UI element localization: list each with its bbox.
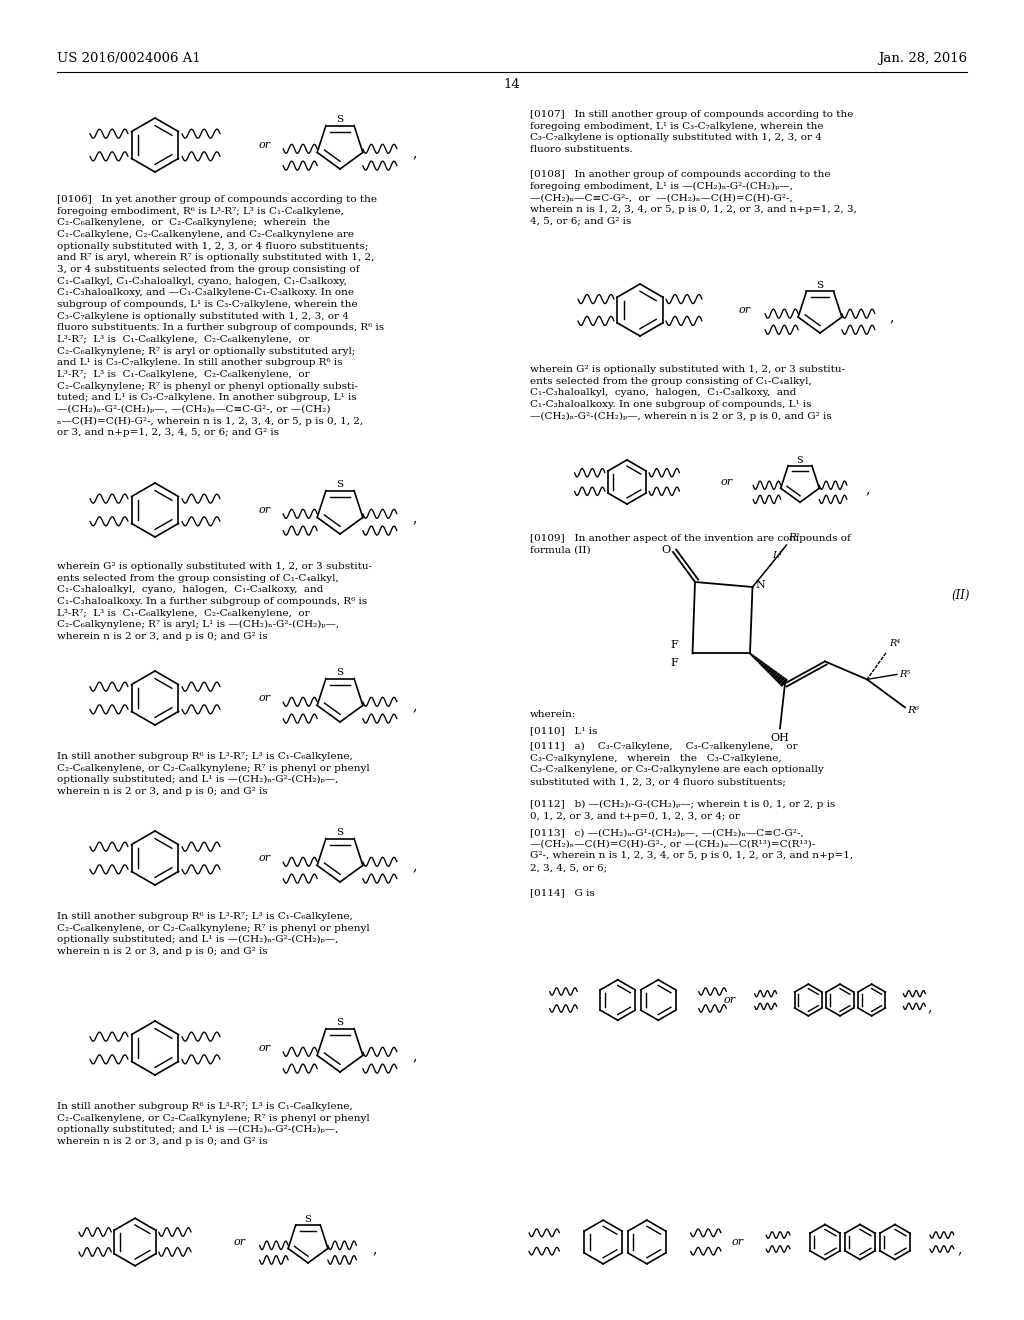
Text: wherein G² is optionally substituted with 1, 2, or 3 substitu-
ents selected fro: wherein G² is optionally substituted wit…: [530, 366, 845, 421]
Text: F: F: [671, 640, 679, 651]
Text: [0110]   L¹ is: [0110] L¹ is: [530, 726, 597, 735]
Text: US 2016/0024006 A1: US 2016/0024006 A1: [57, 51, 201, 65]
Text: [0113]   c) —(CH₂)ₙ-G¹-(CH₂)ₚ—, —(CH₂)ₙ—C≡C-G²-,
—(CH₂)ₙ—C(H)=C(H)-G²-, or —(CH₂: [0113] c) —(CH₂)ₙ-G¹-(CH₂)ₚ—, —(CH₂)ₙ—C≡…: [530, 828, 853, 873]
Text: R⁵: R⁵: [899, 671, 910, 678]
Text: S: S: [337, 668, 344, 677]
Text: [0111]   a)    C₃-C₇alkylene,    C₃-C₇alkenylene,    or
C₃-C₇alkynylene,   where: [0111] a) C₃-C₇alkylene, C₃-C₇alkenylene…: [530, 742, 823, 787]
Text: wherein:: wherein:: [530, 710, 577, 719]
Text: S: S: [337, 115, 344, 124]
Text: ,: ,: [866, 482, 870, 496]
Text: ,: ,: [413, 147, 417, 160]
Text: ,: ,: [413, 1049, 417, 1063]
Text: In still another subgroup R⁶ is L³-R⁷; L³ is C₁-C₆alkylene,
C₂-C₆alkenylene, or : In still another subgroup R⁶ is L³-R⁷; L…: [57, 752, 370, 796]
Text: L¹: L¹: [772, 550, 783, 560]
Text: ,: ,: [957, 1242, 963, 1257]
Text: R⁴: R⁴: [889, 639, 900, 648]
Text: In still another subgroup R⁶ is L³-R⁷; L³ is C₁-C₆alkylene,
C₂-C₆alkenylene, or : In still another subgroup R⁶ is L³-R⁷; L…: [57, 1102, 370, 1146]
Text: R¹: R¹: [788, 533, 801, 543]
Text: N: N: [756, 579, 765, 590]
Text: In still another subgroup R⁶ is L³-R⁷; L³ is C₁-C₆alkylene,
C₂-C₆alkenylene, or : In still another subgroup R⁶ is L³-R⁷; L…: [57, 912, 370, 956]
Text: O: O: [662, 545, 671, 554]
Text: or: or: [739, 305, 751, 315]
Text: [0108]   In another group of compounds according to the
foregoing embodiment, L¹: [0108] In another group of compounds acc…: [530, 170, 857, 226]
Text: or: or: [259, 506, 271, 515]
Text: ,: ,: [373, 1242, 377, 1257]
Text: S: S: [816, 281, 823, 290]
Text: ,: ,: [413, 511, 417, 525]
Text: or: or: [259, 853, 271, 863]
Text: wherein G² is optionally substituted with 1, 2, or 3 substitu-
ents selected fro: wherein G² is optionally substituted wit…: [57, 562, 372, 642]
Text: F: F: [671, 659, 679, 668]
Text: [0112]   b) —(CH₂)ₜ-G-(CH₂)ₚ—; wherein t is 0, 1, or 2, p is
0, 1, 2, or 3, and : [0112] b) —(CH₂)ₜ-G-(CH₂)ₚ—; wherein t i…: [530, 800, 836, 821]
Text: 14: 14: [504, 78, 520, 91]
Text: or: or: [259, 140, 271, 150]
Text: or: or: [259, 1043, 271, 1053]
Text: OH: OH: [771, 734, 790, 743]
Text: S: S: [337, 1018, 344, 1027]
Text: ,: ,: [413, 700, 417, 713]
Text: [0109]   In another aspect of the invention are compounds of
formula (II): [0109] In another aspect of the inventio…: [530, 535, 851, 554]
Text: S: S: [797, 457, 803, 465]
Text: or: or: [259, 693, 271, 704]
Text: R⁶: R⁶: [907, 706, 919, 715]
Text: [0106]   In yet another group of compounds according to the
foregoing embodiment: [0106] In yet another group of compounds…: [57, 195, 384, 437]
Text: or: or: [724, 995, 736, 1005]
Text: [0107]   In still another group of compounds according to the
foregoing embodime: [0107] In still another group of compoun…: [530, 110, 853, 154]
Text: S: S: [337, 828, 344, 837]
Text: (II): (II): [951, 589, 970, 602]
Text: [0114]   G is: [0114] G is: [530, 888, 595, 898]
Text: ,: ,: [413, 859, 417, 873]
Text: ,: ,: [890, 310, 894, 323]
Text: ,: ,: [928, 1001, 932, 1014]
Text: or: or: [721, 477, 733, 487]
Text: or: or: [732, 1237, 744, 1247]
Text: or: or: [233, 1237, 246, 1247]
Text: S: S: [304, 1216, 311, 1225]
Text: Jan. 28, 2016: Jan. 28, 2016: [878, 51, 967, 65]
Text: S: S: [337, 480, 344, 490]
